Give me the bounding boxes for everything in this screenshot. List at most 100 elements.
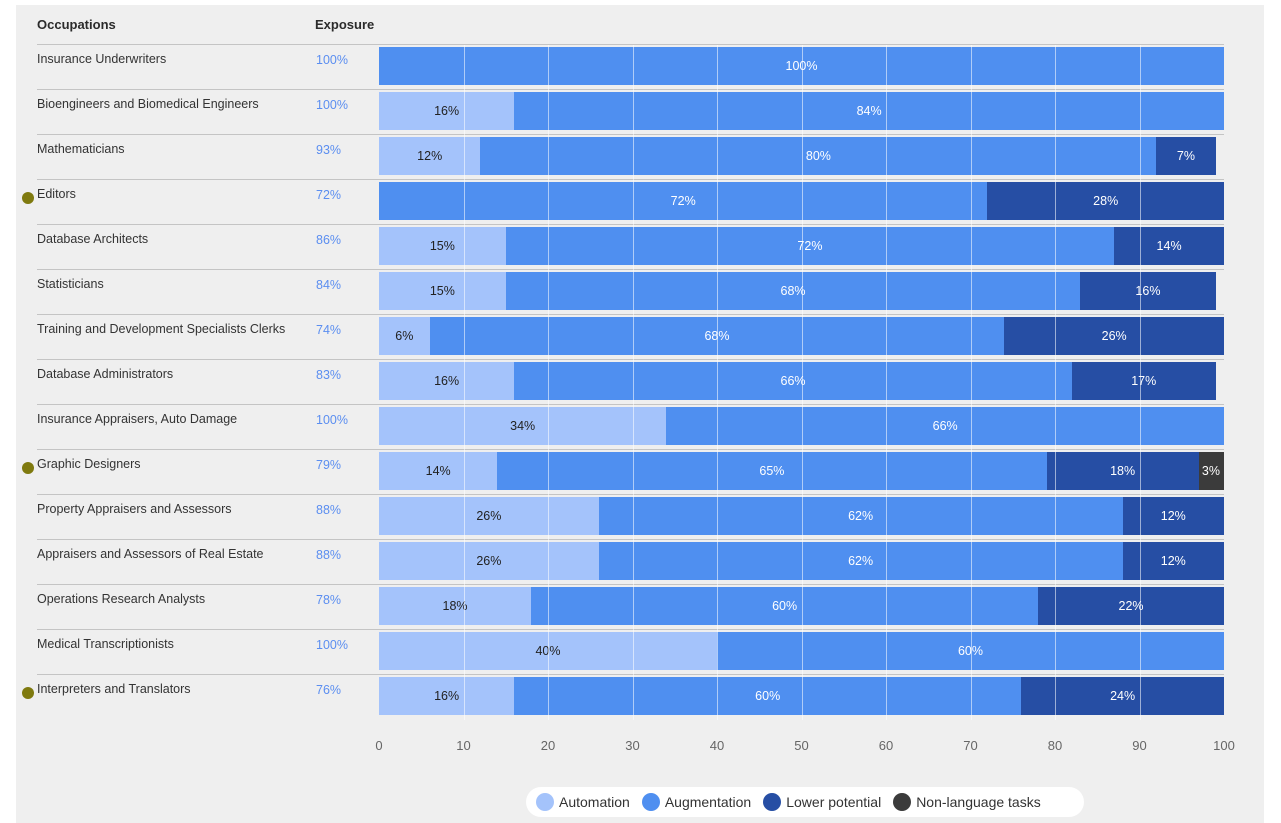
bar-segment-augmentation: 72%: [505, 227, 1115, 265]
exposure-value: 100%: [316, 413, 348, 427]
bar-segment-augmentation: 84%: [514, 92, 1224, 130]
occupation-label: Insurance Appraisers, Auto Damage: [37, 412, 238, 426]
exposure-value: 88%: [316, 548, 342, 562]
occupation-label: Database Administrators: [37, 367, 174, 381]
legend-item: Augmentation: [641, 793, 751, 811]
highlight-marker: [22, 462, 34, 474]
exposure-value: 74%: [316, 323, 342, 337]
exposure-value: 100%: [316, 638, 348, 652]
row-divider: [37, 134, 1224, 135]
occupation-label: Interpreters and Translators: [37, 682, 191, 696]
row-divider: [37, 449, 1224, 450]
exposure-value: 100%: [316, 98, 348, 112]
occupation-label: Insurance Underwriters: [37, 52, 167, 66]
bar-segment-lower-potential: 7%: [1156, 137, 1216, 175]
bar-segment-augmentation: 62%: [598, 542, 1123, 580]
bar-segment-augmentation: 72%: [379, 182, 988, 220]
exposure-value: 83%: [316, 368, 342, 382]
bar-segment-lower-potential: 28%: [987, 182, 1224, 220]
legend-label: Non-language tasks: [916, 794, 1041, 810]
occupation-label: Database Architects: [37, 232, 149, 246]
bar-segment-automation: 6%: [379, 317, 430, 355]
occupations-header: Occupations: [37, 17, 116, 32]
bar-segment-automation: 16%: [379, 362, 515, 400]
row-divider: [37, 494, 1224, 495]
exposure-value: 76%: [316, 683, 342, 697]
exposure-value: 84%: [316, 278, 342, 292]
legend-item: Lower potential: [763, 793, 881, 811]
bar-segment-lower-potential: 12%: [1122, 542, 1224, 580]
exposure-value: 78%: [316, 593, 342, 607]
bar-segment-augmentation: 60%: [514, 677, 1022, 715]
table-row: Appraisers and Assessors of Real Estate 8…: [16, 539, 1264, 584]
occupation-label: Bioengineers and Biomedical Engineers: [37, 97, 259, 111]
bar-segment-automation: 16%: [379, 677, 515, 715]
exposure-value: 100%: [316, 53, 348, 67]
bar-segment-augmentation: 65%: [497, 452, 1047, 490]
occupation-label: Property Appraisers and Assessors: [37, 502, 232, 516]
table-row: Graphic Designers 79% 14% 65% 18% 3%: [16, 449, 1264, 494]
bar-segment-augmentation: 62%: [598, 497, 1123, 535]
bar-segment-automation: 15%: [379, 272, 506, 310]
table-row: Operations Research Analysts 78% 18% 60% 22%: [16, 584, 1264, 629]
legend-swatch: [536, 793, 554, 811]
table-row: Database Architects 86% 15% 72% 14%: [16, 224, 1264, 269]
bar-segment-lower-potential: 24%: [1021, 677, 1224, 715]
bar-segment-automation: 14%: [379, 452, 498, 490]
bar-segment-lower-potential: 26%: [1004, 317, 1224, 355]
table-row: Editors 72% 72% 28%: [16, 179, 1264, 224]
table-row: Training and Development Specialists Cle…: [16, 314, 1264, 359]
exposure-value: 72%: [316, 188, 342, 202]
occupation-label: Appraisers and Assessors of Real Estate: [37, 547, 264, 561]
bar-segment-augmentation: 66%: [666, 407, 1224, 445]
row-divider: [37, 44, 1224, 45]
occupation-label: Editors: [37, 187, 76, 201]
bar-segment-automation: 16%: [379, 92, 515, 130]
row-divider: [37, 359, 1224, 360]
legend-label: Automation: [559, 794, 630, 810]
bar-segment-augmentation: 60%: [531, 587, 1039, 625]
occupation-label: Operations Research Analysts: [37, 592, 206, 606]
bar-segment-automation: 18%: [379, 587, 532, 625]
exposure-value: 93%: [316, 143, 342, 157]
table-row: Interpreters and Translators 76% 16% 60% 24%: [16, 674, 1264, 719]
occupation-label: Training and Development Specialists Cle…: [37, 322, 286, 336]
bar-segment-lower-potential: 14%: [1114, 227, 1224, 265]
row-divider: [37, 179, 1224, 180]
legend-swatch: [763, 793, 782, 811]
row-divider: [37, 539, 1224, 540]
exposure-value: 79%: [316, 458, 342, 472]
bar-segment-augmentation: 68%: [429, 317, 1005, 355]
row-divider: [37, 224, 1224, 225]
bar-segment-automation: 40%: [379, 632, 717, 670]
exposure-value: 86%: [316, 233, 342, 247]
row-divider: [37, 269, 1224, 270]
bar-segment-automation: 34%: [379, 407, 667, 445]
occupation-label: Graphic Designers: [37, 457, 141, 471]
bar-segment-lower-potential: 12%: [1122, 497, 1224, 535]
exposure-value: 88%: [316, 503, 342, 517]
exposure-header: Exposure: [315, 17, 375, 32]
bar-segment-lower-potential: 18%: [1046, 452, 1199, 490]
row-divider: [37, 314, 1224, 315]
legend-item: Non-language tasks: [893, 793, 1041, 811]
highlight-marker: [22, 687, 34, 699]
bar-segment-augmentation: 66%: [514, 362, 1072, 400]
table-row: Insurance Appraisers, Auto Damage 100% 34%…: [16, 404, 1264, 449]
bar-segment-augmentation: 68%: [505, 272, 1081, 310]
bar-segment-lower-potential: 22%: [1038, 587, 1224, 625]
bar-segment-lower-potential: 16%: [1080, 272, 1216, 310]
chart-rows: Insurance Underwriters 100% 100% Bioenginee…: [16, 5, 1264, 823]
table-row: Mathematicians 93% 12% 80% 7%: [16, 134, 1264, 179]
bar-segment-lower-potential: 17%: [1071, 362, 1216, 400]
chart-panel: Occupations Exposure Insurance Underwrit…: [16, 5, 1264, 823]
row-divider: [37, 404, 1224, 405]
occupation-label: Statisticians: [37, 277, 104, 291]
occupation-label: Mathematicians: [37, 142, 125, 156]
occupation-label: Medical Transcriptionists: [37, 637, 174, 651]
bar-segment-augmentation: 60%: [717, 632, 1224, 670]
bar-segment-automation: 12%: [379, 137, 481, 175]
bar-segment-non-language-tasks: 3%: [1198, 452, 1224, 490]
legend-swatch: [641, 793, 660, 811]
legend-swatch: [893, 793, 912, 811]
